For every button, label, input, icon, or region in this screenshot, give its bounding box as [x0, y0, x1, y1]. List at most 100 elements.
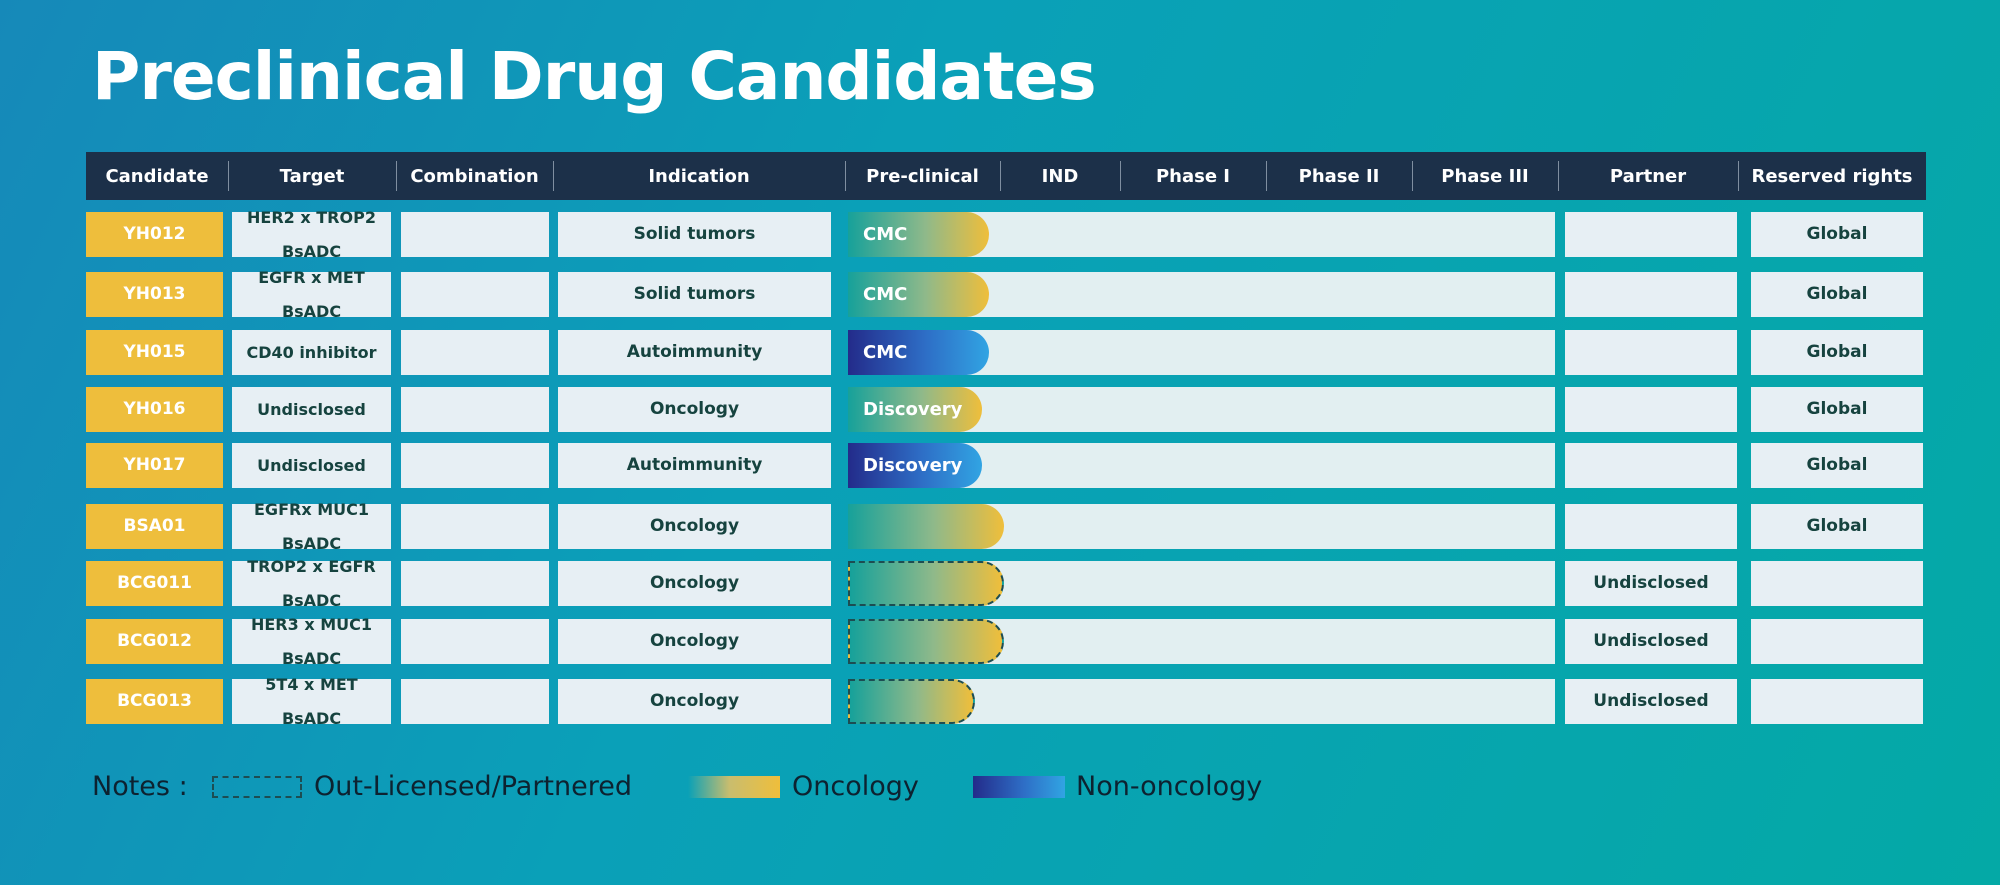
- col-preclinical: Pre-clinical: [866, 165, 979, 187]
- legend-notes-label: Notes :: [92, 770, 188, 802]
- pipeline-bar: [848, 679, 975, 724]
- partner-cell: Undisclosed: [1565, 679, 1737, 724]
- target-cell: EGFR x MET BsADC: [232, 269, 391, 321]
- indication-cell: Autoimmunity: [558, 330, 831, 375]
- pipeline-bar: [848, 504, 1004, 549]
- target-cell: HER3 x MUC1 BsADC: [232, 615, 391, 668]
- legend-non-oncology-swatch: [973, 776, 1065, 798]
- reserved-rights-cell: [1751, 561, 1923, 606]
- pipeline-bar: Discovery: [848, 443, 982, 488]
- target-cell: TROP2 x EGFR BsADC: [232, 558, 391, 609]
- col-ind: IND: [1041, 165, 1079, 187]
- candidate-cell: YH015: [86, 330, 223, 375]
- combination-cell: [401, 330, 549, 375]
- legend-oncology-swatch: [688, 776, 780, 798]
- target-subtext: BsADC: [281, 302, 342, 321]
- legend-dashed-swatch: [212, 776, 302, 798]
- combination-cell: [401, 443, 549, 488]
- table-row: BSA01 EGFRx MUC1 BsADC Oncology Global: [0, 500, 2000, 553]
- legend-oncology-label: Oncology: [792, 770, 919, 802]
- col-divider: [1738, 161, 1739, 191]
- table-row: BCG013 5T4 x MET BsADC Oncology Undisclosed: [0, 675, 2000, 727]
- stage-label: CMC: [863, 224, 908, 245]
- candidate-cell: BSA01: [86, 504, 223, 549]
- target-subtext: BsADC: [281, 242, 342, 261]
- partner-cell: [1565, 387, 1737, 432]
- target-text: Undisclosed: [257, 456, 366, 475]
- candidate-cell: BCG012: [86, 619, 223, 664]
- candidate-cell: YH012: [86, 212, 223, 257]
- col-divider: [1120, 161, 1121, 191]
- target-text: CD40 inhibitor: [246, 343, 377, 362]
- reserved-rights-cell: [1751, 619, 1923, 664]
- partner-cell: Undisclosed: [1565, 561, 1737, 606]
- target-subtext: BsADC: [281, 649, 342, 668]
- col-divider: [1558, 161, 1559, 191]
- stage-label: CMC: [863, 342, 908, 363]
- partner-cell: [1565, 212, 1737, 257]
- col-phase3: Phase III: [1441, 165, 1529, 187]
- combination-cell: [401, 387, 549, 432]
- col-divider: [553, 161, 554, 191]
- partner-cell: Undisclosed: [1565, 619, 1737, 664]
- reserved-rights-cell: [1751, 679, 1923, 724]
- candidate-cell: BCG011: [86, 561, 223, 606]
- target-cell: Undisclosed: [232, 387, 391, 432]
- legend-non-oncology-label: Non-oncology: [1076, 770, 1263, 802]
- indication-cell: Solid tumors: [558, 272, 831, 317]
- target-text: EGFRx MUC1: [254, 500, 369, 519]
- combination-cell: [401, 679, 549, 724]
- reserved-rights-cell: Global: [1751, 330, 1923, 375]
- candidate-cell: YH016: [86, 387, 223, 432]
- col-divider: [1412, 161, 1413, 191]
- table-row: YH017 Undisclosed Autoimmunity Discovery Glo…: [0, 443, 2000, 488]
- combination-cell: [401, 212, 549, 257]
- target-text: 5T4 x MET: [265, 675, 358, 694]
- partner-cell: [1565, 443, 1737, 488]
- partner-cell: [1565, 272, 1737, 317]
- col-divider: [1266, 161, 1267, 191]
- legend-out-licensed-label: Out-Licensed/Partnered: [314, 770, 633, 802]
- reserved-rights-cell: Global: [1751, 443, 1923, 488]
- candidate-cell: YH013: [86, 272, 223, 317]
- col-phase1: Phase I: [1155, 165, 1231, 187]
- indication-cell: Oncology: [558, 679, 831, 724]
- reserved-rights-cell: Global: [1751, 504, 1923, 549]
- pipeline-bar: CMC: [848, 272, 989, 317]
- pipeline-bar: Discovery: [848, 387, 982, 432]
- combination-cell: [401, 504, 549, 549]
- target-cell: EGFRx MUC1 BsADC: [232, 500, 391, 553]
- target-cell: 5T4 x MET BsADC: [232, 675, 391, 727]
- table-row: YH012 HER2 x TROP2 BsADC Solid tumors CMC Glo…: [0, 208, 2000, 261]
- pipeline-bar: CMC: [848, 330, 989, 375]
- col-candidate: Candidate: [105, 165, 209, 187]
- target-text: Undisclosed: [257, 400, 366, 419]
- col-divider: [396, 161, 397, 191]
- reserved-rights-cell: Global: [1751, 212, 1923, 257]
- pipeline-bar: [848, 619, 1004, 664]
- reserved-rights-cell: Global: [1751, 387, 1923, 432]
- indication-cell: Oncology: [558, 619, 831, 664]
- target-cell: CD40 inhibitor: [232, 330, 391, 375]
- indication-cell: Oncology: [558, 504, 831, 549]
- col-target: Target: [279, 165, 345, 187]
- partner-cell: [1565, 330, 1737, 375]
- col-combination: Combination: [410, 165, 539, 187]
- col-divider: [845, 161, 846, 191]
- indication-cell: Solid tumors: [558, 212, 831, 257]
- indication-cell: Oncology: [558, 387, 831, 432]
- table-row: YH013 EGFR x MET BsADC Solid tumors CMC Globa…: [0, 269, 2000, 321]
- combination-cell: [401, 272, 549, 317]
- table-row: BCG011 TROP2 x EGFR BsADC Oncology Undisclos…: [0, 558, 2000, 609]
- stage-label: Discovery: [863, 455, 963, 476]
- table-row: BCG012 HER3 x MUC1 BsADC Oncology Undisclose…: [0, 615, 2000, 668]
- col-divider: [1000, 161, 1001, 191]
- target-cell: HER2 x TROP2 BsADC: [232, 208, 391, 261]
- col-reserved-rights: Reserved rights: [1751, 165, 1913, 187]
- target-text: HER3 x MUC1: [250, 615, 373, 634]
- indication-cell: Oncology: [558, 561, 831, 606]
- target-text: HER2 x TROP2: [247, 208, 376, 227]
- target-subtext: BsADC: [281, 534, 342, 553]
- pipeline-bar: [848, 561, 1004, 606]
- candidate-cell: YH017: [86, 443, 223, 488]
